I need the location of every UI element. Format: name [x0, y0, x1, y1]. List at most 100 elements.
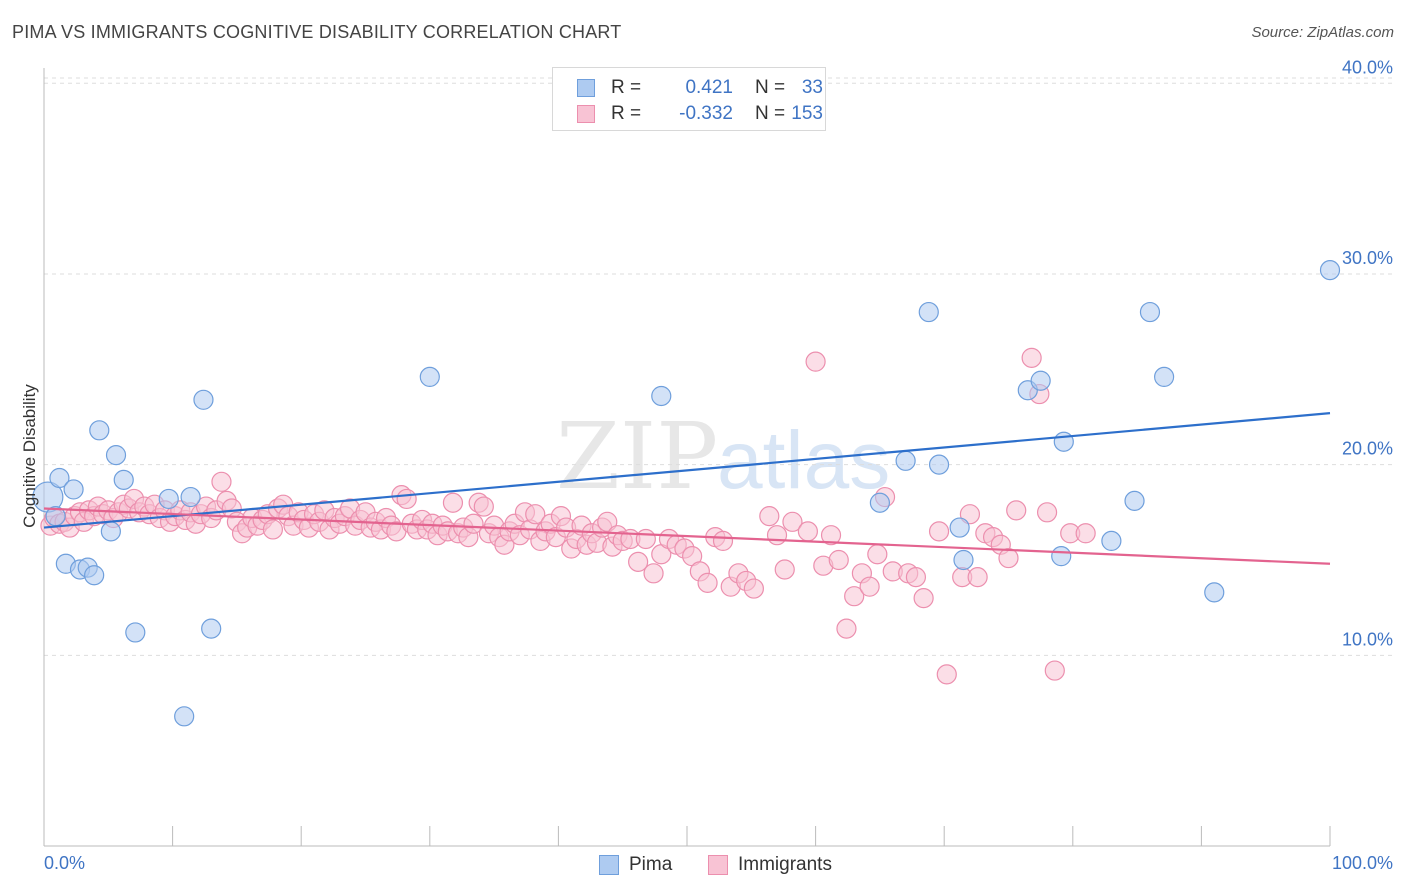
pima-point — [84, 565, 105, 586]
immigrants-point — [262, 519, 284, 540]
immigrants-point — [697, 572, 718, 593]
pima-legend-swatch — [599, 855, 619, 875]
immigrants-point — [905, 567, 927, 588]
pima-point — [158, 488, 179, 510]
pima-point — [1319, 260, 1341, 281]
pima-point — [113, 469, 134, 490]
gridlines — [44, 77, 1392, 656]
pima-point — [125, 622, 146, 643]
immigrants-point — [998, 547, 1019, 569]
immigrants-point — [463, 513, 484, 534]
immigrants-point — [628, 551, 649, 572]
pima-point — [949, 517, 970, 538]
pima-n-value: 33 — [801, 77, 823, 98]
immigrants-point — [828, 549, 849, 571]
immigrants-points — [40, 347, 1096, 685]
legend-r-label: R = — [611, 77, 642, 98]
correlation-legend: R = 0.421 N = 33 R = -0.332 N = 153 — [552, 67, 826, 131]
pima-point — [1051, 546, 1072, 567]
pima-point — [869, 492, 891, 513]
immigrants-point — [774, 559, 795, 580]
pima-trend-line — [43, 412, 1331, 529]
immigrants-point — [936, 664, 957, 685]
immigrants-point — [797, 521, 818, 542]
watermark-zip: ZIP — [556, 403, 718, 510]
pima-point — [1154, 366, 1175, 388]
immigrants-point — [967, 567, 988, 588]
pima-point — [953, 549, 974, 571]
pima-point — [49, 467, 70, 489]
pima-swatch — [577, 79, 595, 97]
immigrants-point — [712, 530, 734, 552]
pima-point — [419, 366, 440, 388]
immigrants-point — [820, 525, 842, 546]
immigrants-point — [1075, 523, 1096, 544]
trend-lines — [43, 412, 1331, 565]
immigrants-point — [597, 511, 618, 532]
pima-legend-label: Pima — [629, 854, 673, 875]
immigrants-legend-swatch — [708, 855, 728, 875]
pima-point — [100, 521, 121, 542]
pima-point — [1101, 530, 1122, 552]
immigrants-point — [766, 525, 788, 546]
y-tick-label: 40.0% — [1342, 57, 1393, 77]
immigrants-point — [928, 521, 950, 542]
pima-point — [193, 389, 214, 410]
pima-r-value: 0.421 — [685, 77, 733, 98]
immigrants-point — [759, 506, 780, 527]
immigrants-point — [913, 588, 934, 609]
legend-n-label: N = — [755, 103, 786, 124]
series-legend: Pima Immigrants — [0, 852, 1406, 878]
immigrants-legend-label: Immigrants — [738, 854, 832, 875]
x-ticks — [43, 826, 1331, 846]
pima-point — [928, 454, 950, 475]
immigrants-point — [743, 578, 764, 599]
pima-point — [895, 450, 916, 471]
pima-point — [89, 420, 110, 441]
pima-point — [1139, 301, 1161, 323]
y-tick-label: 10.0% — [1342, 629, 1393, 649]
immigrants-point — [473, 496, 494, 517]
immigrants-point — [805, 351, 826, 372]
pima-point — [174, 706, 195, 727]
immigrants-point — [844, 586, 865, 607]
x-tick-label-min: 0.0% — [44, 853, 85, 873]
immigrants-point — [1006, 500, 1027, 521]
y-tick-label: 30.0% — [1342, 248, 1393, 268]
pima-points — [32, 260, 1341, 727]
pima-point — [1124, 490, 1145, 511]
pima-point — [1053, 431, 1074, 452]
pima-point — [63, 479, 84, 500]
pima-point — [918, 301, 939, 323]
immigrants-point — [643, 563, 664, 584]
y-axis-label: Cognitive Disability — [20, 384, 39, 528]
pima-point — [1204, 582, 1225, 603]
immigrants-point — [1036, 502, 1058, 523]
immigrants-point — [959, 504, 981, 525]
y-tick-label: 20.0% — [1342, 439, 1393, 459]
immigrants-point — [525, 504, 546, 525]
immigrants-point — [1021, 347, 1042, 368]
pima-point — [201, 618, 222, 639]
x-tick-label-max: 100.0% — [1332, 853, 1393, 873]
immigrants-trend-line — [43, 507, 1331, 565]
immigrants-point — [859, 576, 880, 597]
immigrants-point — [782, 511, 803, 532]
immigrants-point — [211, 471, 232, 492]
immigrants-point — [396, 488, 417, 510]
immigrants-point — [442, 492, 464, 513]
immigrants-point — [1044, 660, 1065, 681]
chart-title: PIMA VS IMMIGRANTS COGNITIVE DISABILITY … — [12, 22, 622, 42]
immigrants-swatch — [577, 105, 595, 123]
immigrants-n-value: 153 — [791, 103, 823, 124]
immigrants-point — [836, 618, 857, 639]
pima-point — [1030, 370, 1051, 391]
legend-r-label: R = — [611, 103, 642, 124]
pima-point — [651, 385, 672, 407]
immigrants-r-value: -0.332 — [679, 103, 733, 124]
legend-n-label: N = — [755, 77, 786, 98]
pima-point — [105, 444, 127, 466]
watermark: ZIP atlas — [556, 403, 890, 510]
immigrants-point — [867, 544, 888, 565]
